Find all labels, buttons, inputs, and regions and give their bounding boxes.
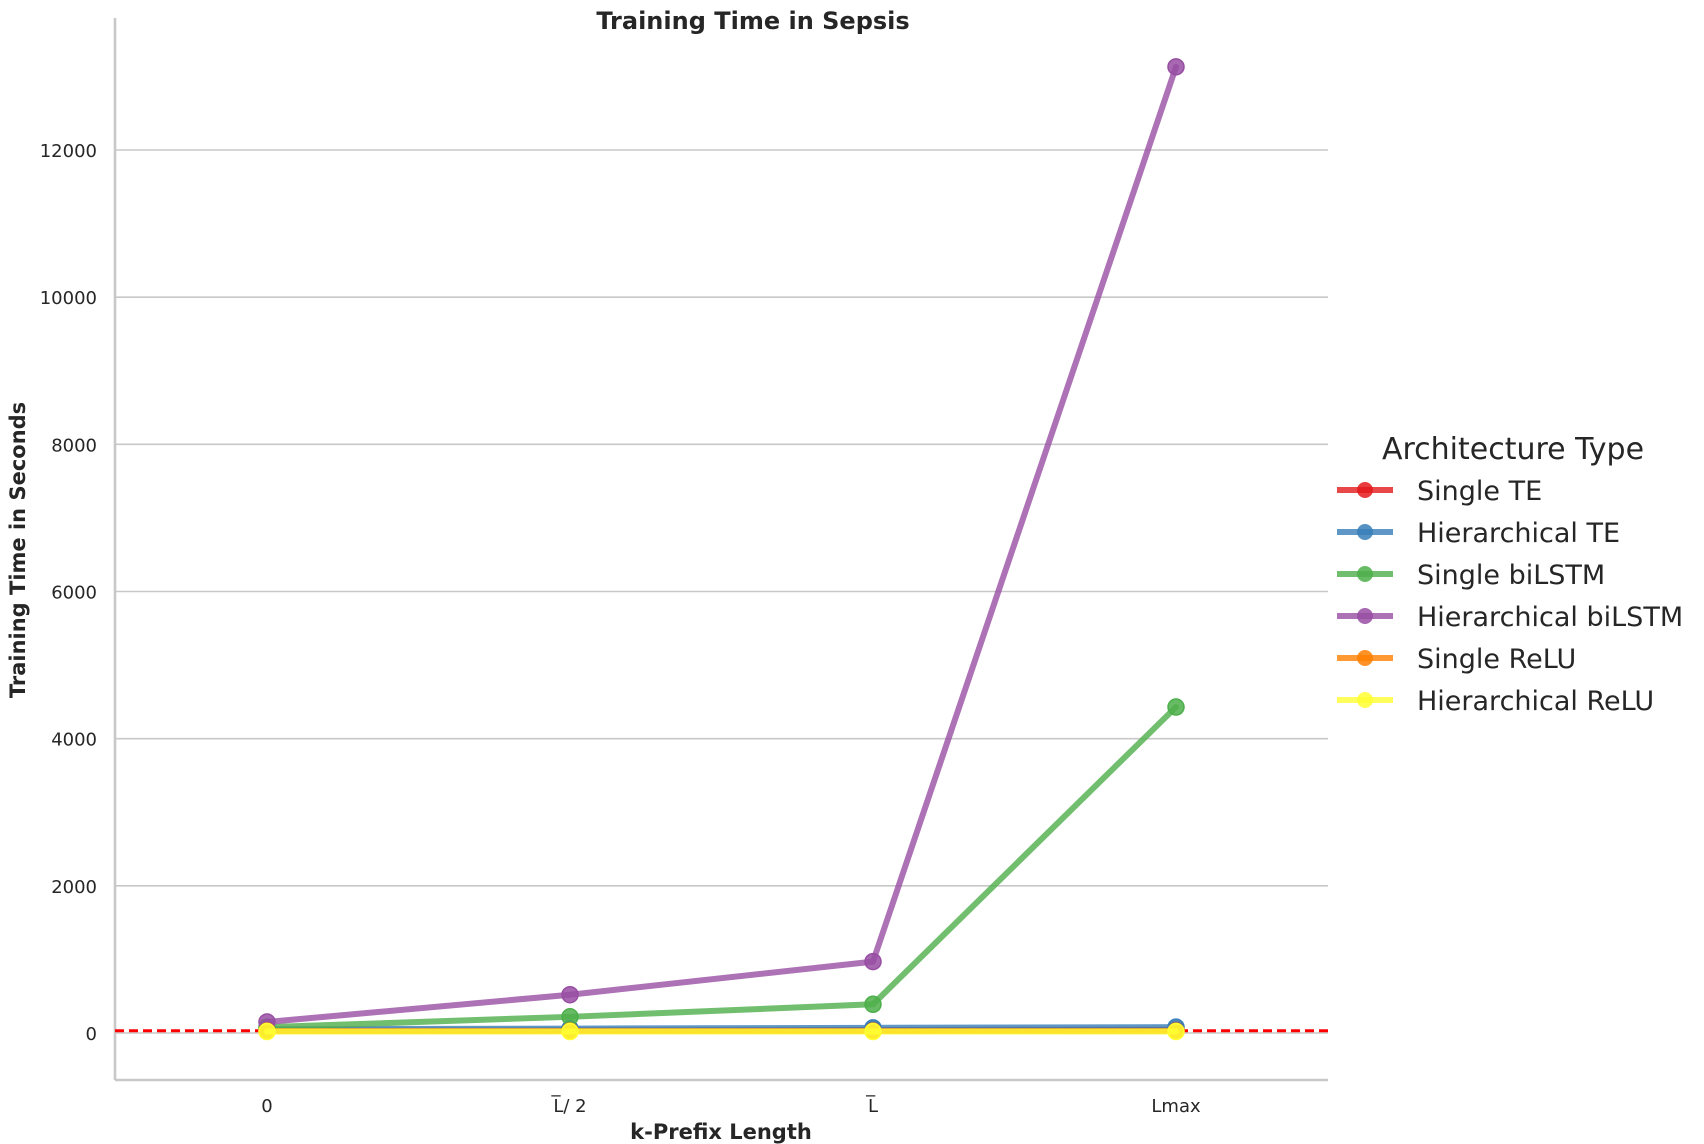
- y-axis-label: Training Time in Seconds: [6, 402, 30, 698]
- data-point: [258, 1022, 276, 1041]
- data-point: [561, 1022, 579, 1041]
- legend-item: Single biLSTM: [1337, 560, 1605, 591]
- y-tick-label: 0: [86, 1024, 97, 1045]
- legend-label: Hierarchical biLSTM: [1417, 602, 1683, 633]
- series-group: [258, 58, 1185, 1041]
- data-point: [561, 985, 579, 1004]
- x-tick-label: Lmax: [1151, 1096, 1201, 1117]
- legend-label: Hierarchical TE: [1417, 518, 1620, 549]
- legend-marker: [1357, 524, 1373, 540]
- legend-item: Hierarchical biLSTM: [1337, 602, 1683, 633]
- legend-marker: [1357, 650, 1373, 666]
- chart-title: Training Time in Sepsis: [596, 7, 909, 35]
- x-axis-label: k-Prefix Length: [630, 1120, 812, 1144]
- x-tick-labels: 0 L̅/ 2 L̅ Lmax: [261, 1095, 1201, 1117]
- y-tick-label: 8000: [51, 435, 97, 456]
- series-line: [264, 704, 1179, 1031]
- legend-item: Hierarchical ReLU: [1337, 686, 1654, 717]
- data-point: [1167, 1022, 1185, 1041]
- series-line: [264, 63, 1179, 1025]
- data-point: [864, 1022, 882, 1041]
- grid: [115, 149, 1328, 1034]
- data-point: [1167, 698, 1185, 716]
- series-single-bilstm: [258, 698, 1185, 1036]
- x-tick-label: L̅: [865, 1095, 878, 1117]
- legend-title: Architecture Type: [1382, 432, 1644, 467]
- legend-label: Hierarchical ReLU: [1417, 686, 1654, 717]
- y-tick-label: 12000: [40, 141, 97, 162]
- legend-label: Single biLSTM: [1417, 560, 1605, 591]
- legend-marker: [1357, 566, 1373, 582]
- legend-marker: [1357, 608, 1373, 624]
- legend-label: Single TE: [1417, 476, 1542, 507]
- y-tick-label: 4000: [51, 730, 97, 751]
- series-hierarchical-bilstm: [258, 58, 1185, 1031]
- series-hierarchical-relu: [258, 1022, 1185, 1041]
- x-tick-label: 0: [261, 1096, 272, 1117]
- legend-label: Single ReLU: [1417, 644, 1576, 675]
- legend: Architecture Type Single TE Hierarchical …: [1337, 432, 1683, 717]
- y-tick-label: 2000: [51, 877, 97, 898]
- legend-marker: [1357, 692, 1373, 708]
- y-tick-label: 10000: [40, 288, 97, 309]
- data-point: [1167, 58, 1185, 76]
- data-point: [864, 995, 882, 1014]
- legend-item: Single TE: [1337, 476, 1542, 507]
- x-tick-label: L̅/ 2: [550, 1095, 586, 1117]
- data-point: [864, 952, 882, 971]
- legend-item: Hierarchical TE: [1337, 518, 1620, 549]
- axes-spines: [113, 18, 1328, 1082]
- legend-item: Single ReLU: [1337, 644, 1576, 675]
- y-tick-labels: 0 2000 4000 6000 8000 10000 12000: [40, 141, 97, 1045]
- y-tick-label: 6000: [51, 583, 97, 604]
- legend-marker: [1357, 482, 1373, 498]
